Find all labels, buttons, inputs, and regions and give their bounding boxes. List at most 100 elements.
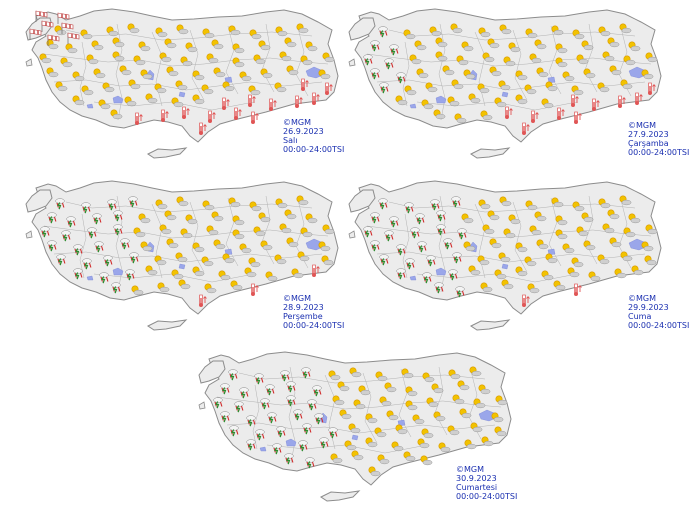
partly-cloudy-icon — [478, 199, 491, 210]
partly-cloudy-icon — [555, 57, 568, 68]
partly-cloudy-icon — [422, 372, 435, 383]
partly-cloudy-icon — [258, 212, 271, 223]
hot-thermometer-icon — [182, 106, 190, 119]
partly-cloudy-icon — [619, 195, 632, 206]
strong-wind-icon — [61, 22, 74, 34]
partly-cloudy-icon — [375, 371, 388, 382]
thunderstorm-rain-icon — [128, 196, 138, 208]
map-caption: ©MGM 29.9.2023 Cuma 00:00-24:00TSI — [628, 294, 689, 330]
partly-cloudy-icon — [555, 229, 568, 240]
thunderstorm-rain-icon — [66, 216, 76, 228]
thunderstorm-rain-icon — [451, 196, 461, 208]
partly-cloudy-icon — [438, 442, 451, 453]
time-label: 00:00-24:00TSI — [456, 492, 518, 501]
partly-cloudy-icon — [555, 215, 568, 226]
partly-cloudy-icon — [545, 253, 558, 264]
day-label: Cumartesi — [456, 483, 498, 492]
partly-cloudy-icon — [583, 240, 596, 251]
strong-wind-icon — [35, 10, 48, 22]
forecast-map-day-3: ©MGM 28.9.2023 Perşembe 00:00-24:00TSI — [22, 174, 367, 339]
partly-cloudy-icon — [614, 268, 627, 279]
partly-cloudy-icon — [482, 52, 495, 63]
partly-cloudy-icon — [206, 53, 219, 64]
thunderstorm-rain-icon — [125, 269, 135, 281]
partly-cloudy-icon — [232, 229, 245, 240]
partly-cloudy-icon — [296, 23, 309, 34]
thunderstorm-rain-icon — [239, 387, 249, 399]
hot-thermometer-icon — [199, 294, 207, 307]
partly-cloudy-icon — [291, 268, 304, 279]
partly-cloudy-icon — [348, 423, 361, 434]
partly-cloudy-icon — [353, 399, 366, 410]
partly-cloudy-icon — [435, 37, 448, 48]
partly-cloudy-icon — [145, 265, 158, 276]
date-label: 29.9.2023 — [628, 303, 669, 312]
partly-cloudy-icon — [491, 412, 504, 423]
turkey-map — [348, 180, 662, 331]
partly-cloudy-icon — [553, 280, 566, 291]
hot-thermometer-icon — [208, 110, 216, 123]
partly-cloudy-icon — [487, 210, 500, 221]
partly-cloudy-icon — [253, 54, 266, 65]
thunderstorm-rain-icon — [280, 370, 290, 382]
thunderstorm-rain-icon — [417, 241, 427, 253]
date-label: 26.9.2023 — [283, 127, 324, 136]
thunderstorm-rain-icon — [363, 226, 373, 238]
thunderstorm-rain-icon — [384, 230, 394, 242]
thunderstorm-rain-icon — [378, 26, 388, 38]
partly-cloudy-icon — [525, 28, 538, 39]
partly-cloudy-icon — [555, 43, 568, 54]
partly-cloudy-icon — [155, 199, 168, 210]
thunderstorm-rain-icon — [415, 213, 425, 225]
partly-cloudy-icon — [275, 198, 288, 209]
thunderstorm-rain-icon — [312, 385, 322, 397]
partly-cloudy-icon — [133, 55, 146, 66]
forecast-map-day-1: ©MGM 26.9.2023 Salı 00:00-24:00TSI — [22, 2, 367, 167]
partly-cloudy-icon — [239, 243, 252, 254]
partly-cloudy-icon — [157, 282, 170, 293]
partly-cloudy-icon — [477, 255, 490, 266]
partly-cloudy-icon — [499, 24, 512, 35]
hot-thermometer-icon — [251, 111, 259, 124]
thunderstorm-rain-icon — [293, 409, 303, 421]
thunderstorm-rain-icon — [314, 413, 324, 425]
partly-cloudy-icon — [478, 384, 491, 395]
partly-cloudy-icon — [175, 252, 188, 263]
partly-cloudy-icon — [192, 94, 205, 105]
partly-cloudy-icon — [620, 251, 633, 262]
turkey-map — [25, 180, 339, 331]
partly-cloudy-icon — [503, 228, 516, 239]
thunderstorm-rain-icon — [111, 282, 121, 294]
partly-cloudy-icon — [81, 85, 94, 96]
partly-cloudy-icon — [201, 84, 214, 95]
partly-cloudy-icon — [119, 65, 132, 76]
partly-cloudy-icon — [421, 428, 434, 439]
partly-cloudy-icon — [228, 25, 241, 36]
partly-cloudy-icon — [620, 79, 633, 90]
partly-cloudy-icon — [106, 26, 119, 37]
thunderstorm-rain-icon — [81, 202, 91, 214]
partly-cloudy-icon — [597, 254, 610, 265]
weather-icons — [363, 23, 658, 135]
time-label: 00:00-24:00TSI — [283, 145, 345, 154]
partly-cloudy-icon — [450, 23, 463, 34]
partly-cloudy-icon — [258, 40, 271, 51]
hot-thermometer-icon — [325, 82, 333, 95]
thunderstorm-rain-icon — [370, 40, 380, 52]
thunderstorm-rain-icon — [286, 381, 296, 393]
partly-cloudy-icon — [112, 51, 125, 62]
partly-cloudy-icon — [395, 95, 408, 106]
partly-cloudy-icon — [495, 395, 508, 406]
hot-thermometer-icon — [592, 98, 600, 111]
partly-cloudy-icon — [275, 26, 288, 37]
partly-cloudy-icon — [344, 440, 357, 451]
partly-cloudy-icon — [222, 81, 235, 92]
hot-thermometer-icon — [295, 95, 303, 108]
partly-cloudy-icon — [433, 109, 446, 120]
forecast-map-day-5: ©MGM 30.9.2023 Cumartesi 00:00-24:00TSI — [195, 345, 540, 510]
thunderstorm-rain-icon — [404, 202, 414, 214]
partly-cloudy-icon — [260, 240, 273, 251]
partly-cloudy-icon — [110, 109, 123, 120]
hot-thermometer-icon — [269, 98, 277, 111]
partly-cloudy-icon — [222, 253, 235, 264]
